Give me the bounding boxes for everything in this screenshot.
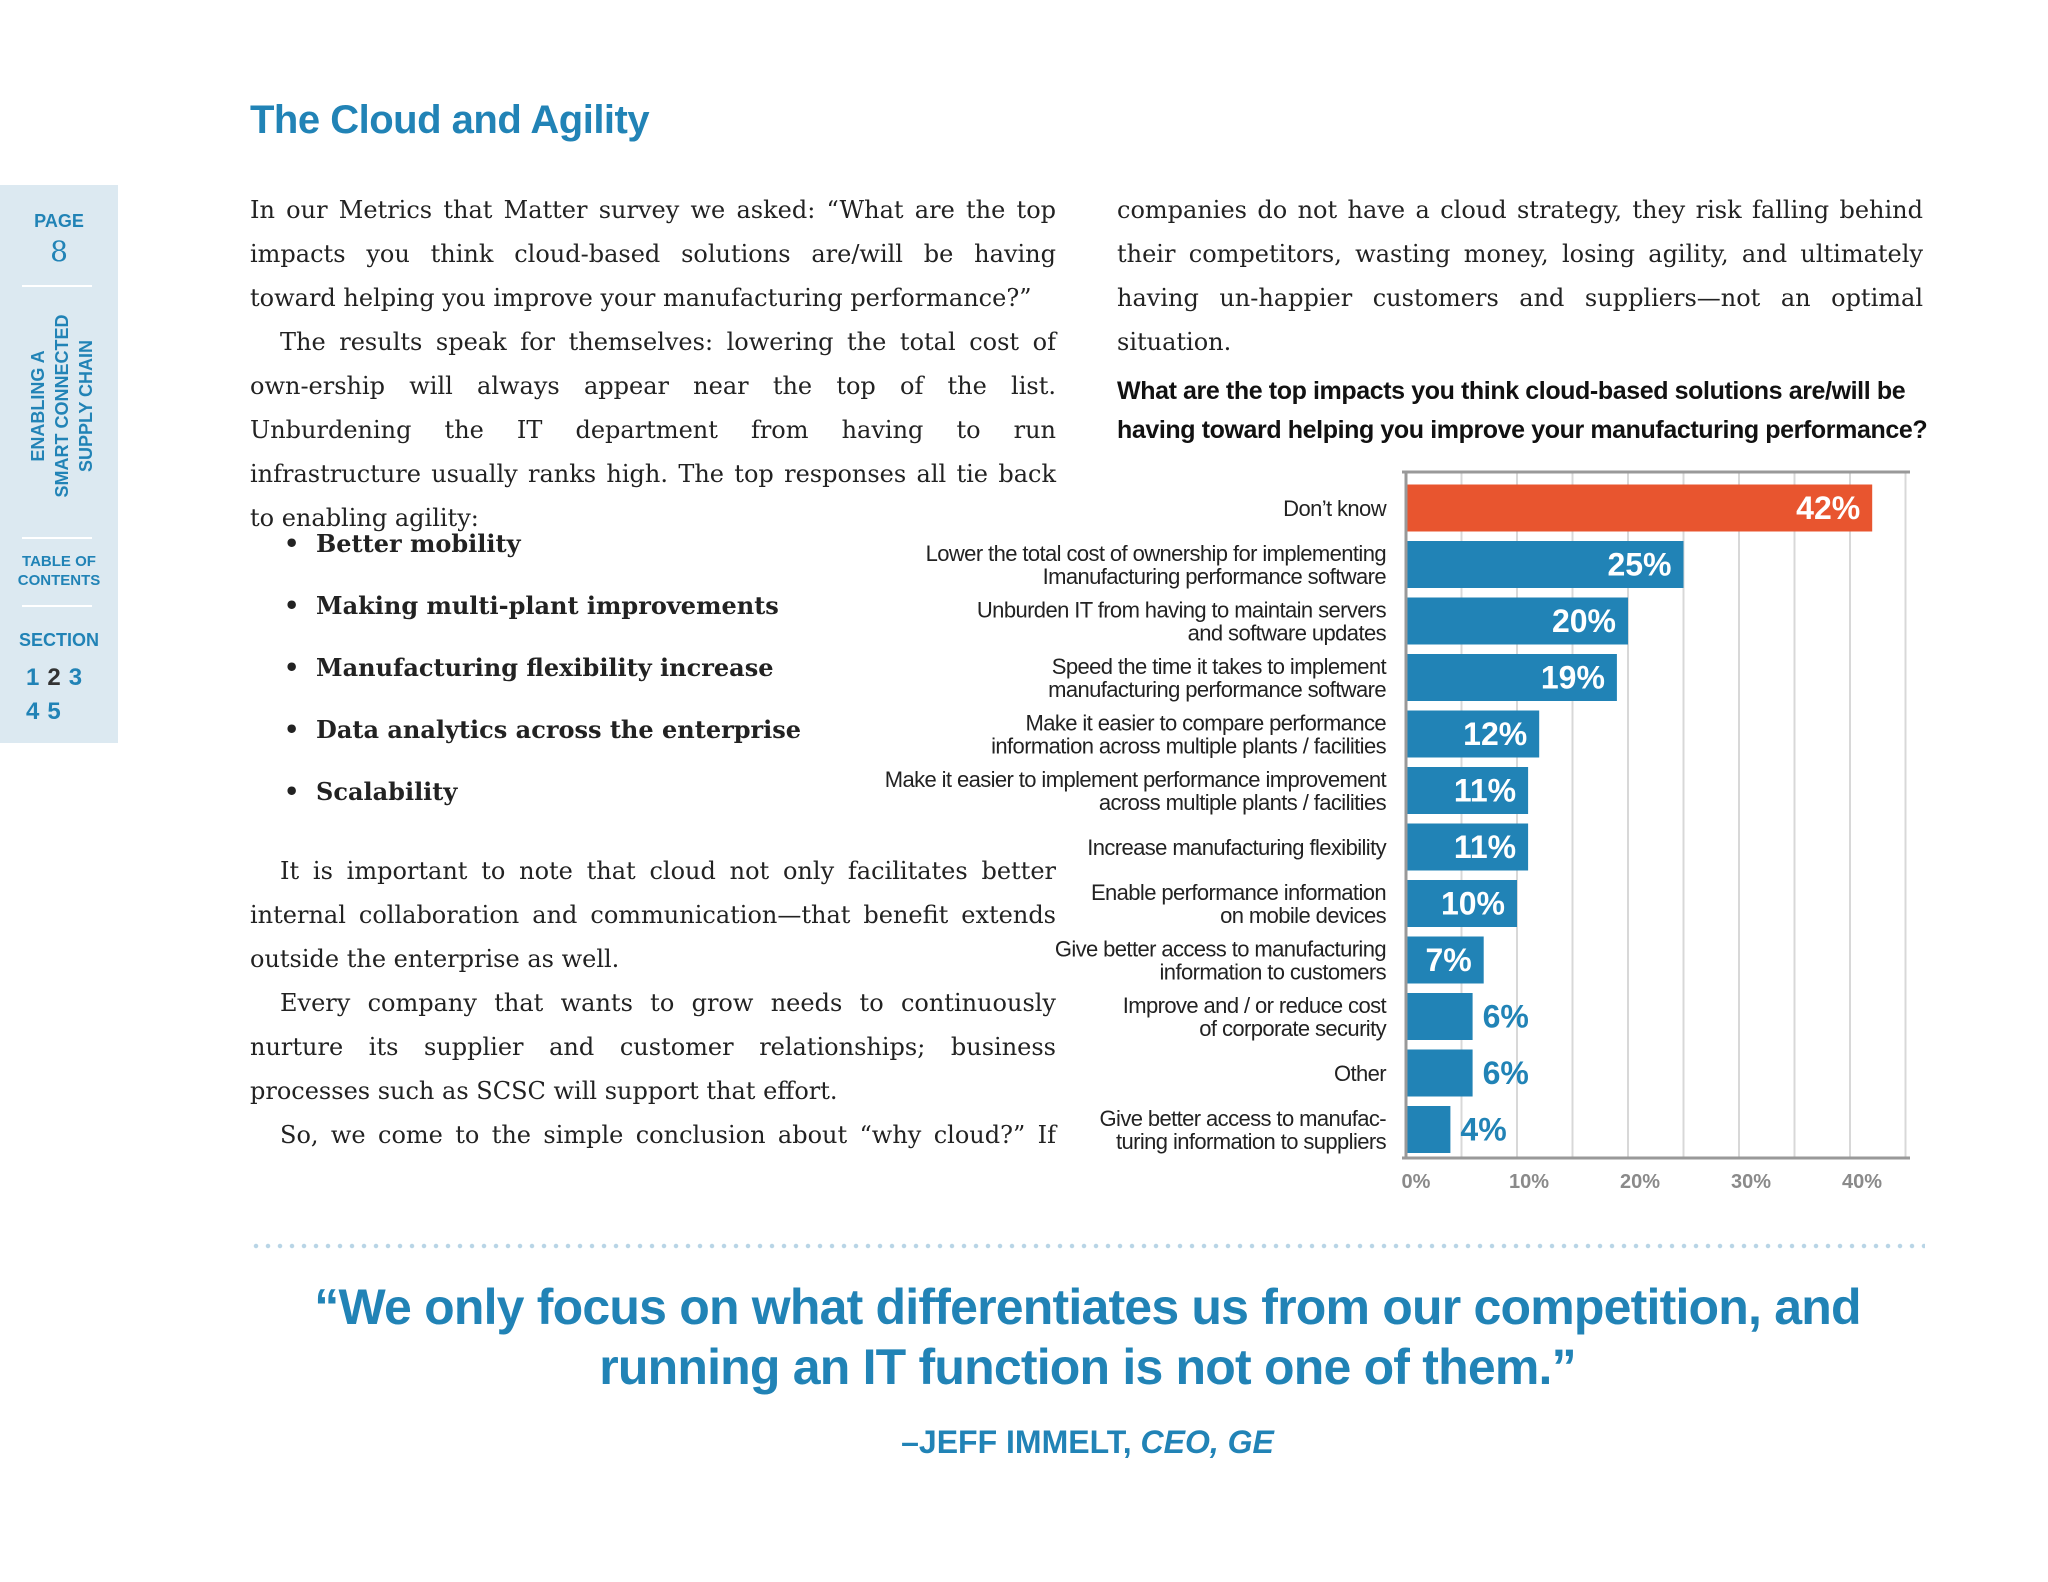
paragraph: Every company that wants to grow needs t… <box>250 989 1056 1105</box>
category-label-line: Other <box>1334 1061 1386 1086</box>
category-label: Don’t know <box>1283 496 1387 521</box>
bar <box>1406 484 1873 532</box>
rail-divider <box>22 605 92 607</box>
paragraph: In our Metrics that Matter survey we ask… <box>250 196 1056 312</box>
paragraph: The results speak for themselves: loweri… <box>250 328 1056 532</box>
page-title: The Cloud and Agility <box>250 98 650 142</box>
category-label-line: across multiple plants / facilities <box>1099 790 1387 815</box>
bar <box>1406 880 1517 927</box>
body-column-left-top: In our Metrics that Matter survey we ask… <box>250 188 1056 540</box>
category-label: Give better access to manufac-turing inf… <box>1100 1106 1387 1154</box>
data-label: 10% <box>1441 886 1505 922</box>
bullet-item: Making multi-plant improvements <box>282 584 801 646</box>
x-tick-label: 40% <box>1842 1171 1882 1193</box>
category-label-line: Don’t know <box>1283 496 1387 521</box>
chart-title: What are the top impacts you think cloud… <box>1117 377 1928 444</box>
attribution-name: –JEFF IMMELT, <box>901 1424 1132 1460</box>
bar <box>1406 767 1529 814</box>
category-label: Increase manufacturing flexibility <box>1087 835 1386 860</box>
data-label: 12% <box>1463 716 1527 752</box>
bullet-item: Scalability <box>282 770 801 832</box>
quote-attribution: –JEFF IMMELT, CEO, GE <box>250 1424 1925 1461</box>
bar <box>1406 710 1540 758</box>
category-label-line: Give better access to manufac- <box>1100 1106 1387 1131</box>
bar <box>1406 654 1617 701</box>
category-label-line: Make it easier to compare performance <box>1025 711 1386 736</box>
data-label: 19% <box>1541 660 1605 696</box>
bar <box>1406 541 1684 588</box>
category-label-line: of corporate security <box>1199 1016 1386 1041</box>
bullet-item: Better mobility <box>282 522 801 584</box>
side-nav: PAGE 8 ENABLING A SMART CONNECTED SUPPLY… <box>0 185 118 743</box>
category-label-line: Give better access to manufacturing <box>1055 937 1386 962</box>
data-label: 42% <box>1796 490 1860 526</box>
x-tick-label: 10% <box>1509 1171 1549 1193</box>
category-label-line: Speed the time it takes to implement <box>1052 654 1387 679</box>
paragraph: It is important to note that cloud not o… <box>250 857 1056 973</box>
category-label-line: manufacturing performance software <box>1048 677 1386 702</box>
body-column-left-bottom: It is important to note that cloud not o… <box>250 849 1056 1157</box>
bullet-item: Manufacturing flexibility increase <box>282 646 801 708</box>
bar <box>1406 1106 1451 1153</box>
bar <box>1406 993 1473 1040</box>
bar <box>1406 597 1628 645</box>
rail-divider <box>22 285 92 287</box>
category-label-line: information to customers <box>1160 960 1387 985</box>
section-link-1[interactable]: 1 <box>26 664 40 691</box>
category-label-line: and software updates <box>1188 621 1387 646</box>
section-label: SECTION <box>18 630 99 650</box>
data-label: 4% <box>1460 1112 1506 1148</box>
data-label: 25% <box>1607 547 1671 583</box>
section-link-4[interactable]: 4 <box>26 698 40 725</box>
category-label: Give better access to manufacturing infor… <box>1055 937 1387 985</box>
data-label: 20% <box>1552 603 1616 639</box>
category-label: Improve and / or reduce cost of corporate… <box>1123 993 1387 1041</box>
bar <box>1406 1049 1473 1097</box>
category-label-line: Make it easier to implement performance … <box>885 767 1387 792</box>
category-label-line: Imanufacturing performance software <box>1043 564 1387 589</box>
category-label: Make it easier to compare performance inf… <box>991 711 1386 759</box>
page-number: 8 <box>50 235 68 268</box>
category-label-line: Enable performance information <box>1091 880 1386 905</box>
attribution-title: CEO, GE <box>1140 1424 1274 1460</box>
x-tick-label: 20% <box>1620 1171 1660 1193</box>
category-label-line: on mobile devices <box>1220 903 1386 928</box>
data-label: 11% <box>1454 773 1516 809</box>
bar <box>1406 936 1484 984</box>
section-link-2[interactable]: 2 <box>47 664 61 691</box>
section-link-3[interactable]: 3 <box>68 664 83 691</box>
category-label-line: turing information to suppliers <box>1116 1129 1387 1154</box>
category-label-line: information across multiple plants / fac… <box>991 734 1386 759</box>
bullet-item: Data analytics across the enterprise <box>282 708 801 770</box>
table-of-contents-link[interactable]: TABLE OF CONTENTS <box>17 553 101 589</box>
pull-quote: “We only focus on what differentiates us… <box>314 1279 1861 1395</box>
category-label-line: Improve and / or reduce cost <box>1123 993 1387 1018</box>
bar <box>1406 823 1529 871</box>
x-tick-label: 30% <box>1731 1171 1771 1193</box>
category-label: Speed the time it takes to implement manu… <box>1048 654 1386 702</box>
category-label-line: Lower the total cost of ownership for im… <box>926 541 1386 566</box>
data-label: 6% <box>1483 1055 1529 1091</box>
data-label: 11% <box>1454 829 1516 865</box>
category-label: Make it easier to implement performance … <box>885 767 1387 815</box>
body-column-right: companies do not have a cloud strategy, … <box>1117 188 1923 364</box>
bullet-list: Better mobility Making multi-plant impro… <box>282 522 801 832</box>
data-label: 7% <box>1425 942 1471 978</box>
category-label: Lower the total cost of ownership for im… <box>926 541 1387 589</box>
x-tick-label: 0% <box>1402 1171 1431 1193</box>
category-label-line: Increase manufacturing flexibility <box>1087 835 1386 860</box>
page-label: PAGE <box>34 211 84 231</box>
category-label: Unburden IT from having to maintain serv… <box>977 598 1387 646</box>
paragraph: So, we come to the simple conclusion abo… <box>280 1121 1056 1149</box>
paragraph: companies do not have a cloud strategy, … <box>1117 196 1923 356</box>
dotted-divider <box>250 1243 1925 1249</box>
category-label-line: Unburden IT from having to maintain serv… <box>977 598 1387 623</box>
data-label: 6% <box>1483 999 1529 1035</box>
rail-divider <box>22 537 92 539</box>
category-label: Enable performance information on mobile … <box>1091 880 1387 928</box>
category-label: Other <box>1334 1061 1386 1086</box>
section-link-5[interactable]: 5 <box>47 698 61 725</box>
